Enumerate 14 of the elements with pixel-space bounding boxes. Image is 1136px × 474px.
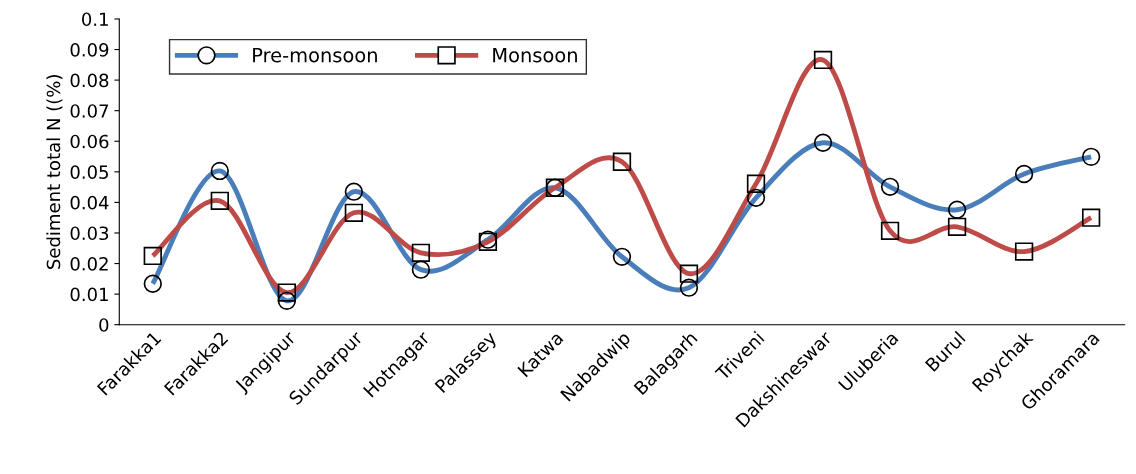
y-tick-label: 0.02 (70, 257, 108, 271)
legend-label: Monsoon (493, 47, 577, 63)
y-tick-label: 0.03 (70, 226, 109, 241)
y-tick-label: 0.09 (70, 42, 109, 57)
y-tick-label: 0.08 (70, 73, 109, 88)
y-tick-label: 0.01 (70, 287, 108, 302)
y-tick-label: 0.04 (70, 195, 109, 210)
y-tick-label: 0 (99, 318, 109, 332)
y-tick-label: 0.05 (70, 165, 108, 179)
y-tick-label: 0.1 (82, 12, 108, 27)
y-axis-title: Sediment total N ((%) (46, 75, 63, 269)
legend-label: Pre-monsoon (253, 47, 377, 63)
y-tick-label: 0.07 (70, 104, 109, 118)
y-tick-label: 0.06 (70, 134, 109, 149)
